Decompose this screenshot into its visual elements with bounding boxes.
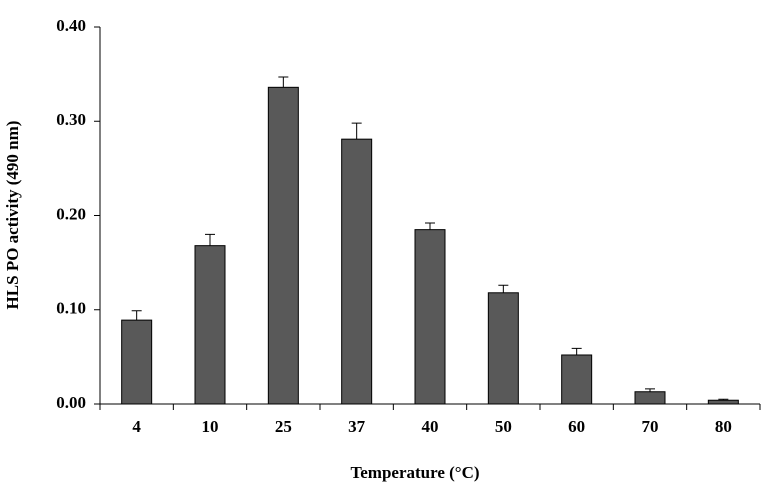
bar (561, 354, 593, 405)
y-tick-label: 0.00 (56, 393, 86, 412)
x-tick-label: 37 (348, 417, 366, 436)
x-tick-label: 60 (568, 417, 585, 436)
x-tick-label: 70 (642, 417, 659, 436)
y-axis-title: HLS PO activity (490 nm) (3, 121, 22, 310)
x-tick-label: 25 (275, 417, 292, 436)
error-bar (498, 284, 509, 293)
error-bar (131, 310, 142, 321)
y-tick-label: 0.10 (56, 299, 86, 318)
error-bar (645, 388, 655, 392)
bar (121, 319, 153, 405)
x-tick-label: 50 (495, 417, 512, 436)
x-tick-label: 10 (202, 417, 219, 436)
error-bar (571, 347, 582, 355)
error-bar (351, 122, 362, 140)
x-tick-label: 4 (132, 417, 141, 436)
y-tick-label: 0.20 (56, 204, 86, 223)
bar (341, 138, 373, 405)
error-bar (278, 76, 289, 88)
y-tick-label: 0.40 (56, 16, 86, 35)
y-tick-label: 0.30 (56, 110, 86, 129)
bar (634, 391, 666, 405)
bar (487, 292, 519, 405)
bar (707, 399, 739, 405)
error-bar (425, 222, 435, 230)
bar (267, 86, 299, 405)
x-tick-label: 80 (715, 417, 732, 436)
bar (414, 229, 446, 405)
x-axis-title: Temperature (°C) (350, 463, 479, 482)
bar (194, 245, 226, 405)
error-bar (205, 233, 215, 246)
x-tick-label: 40 (422, 417, 439, 436)
error-bar (718, 398, 729, 401)
